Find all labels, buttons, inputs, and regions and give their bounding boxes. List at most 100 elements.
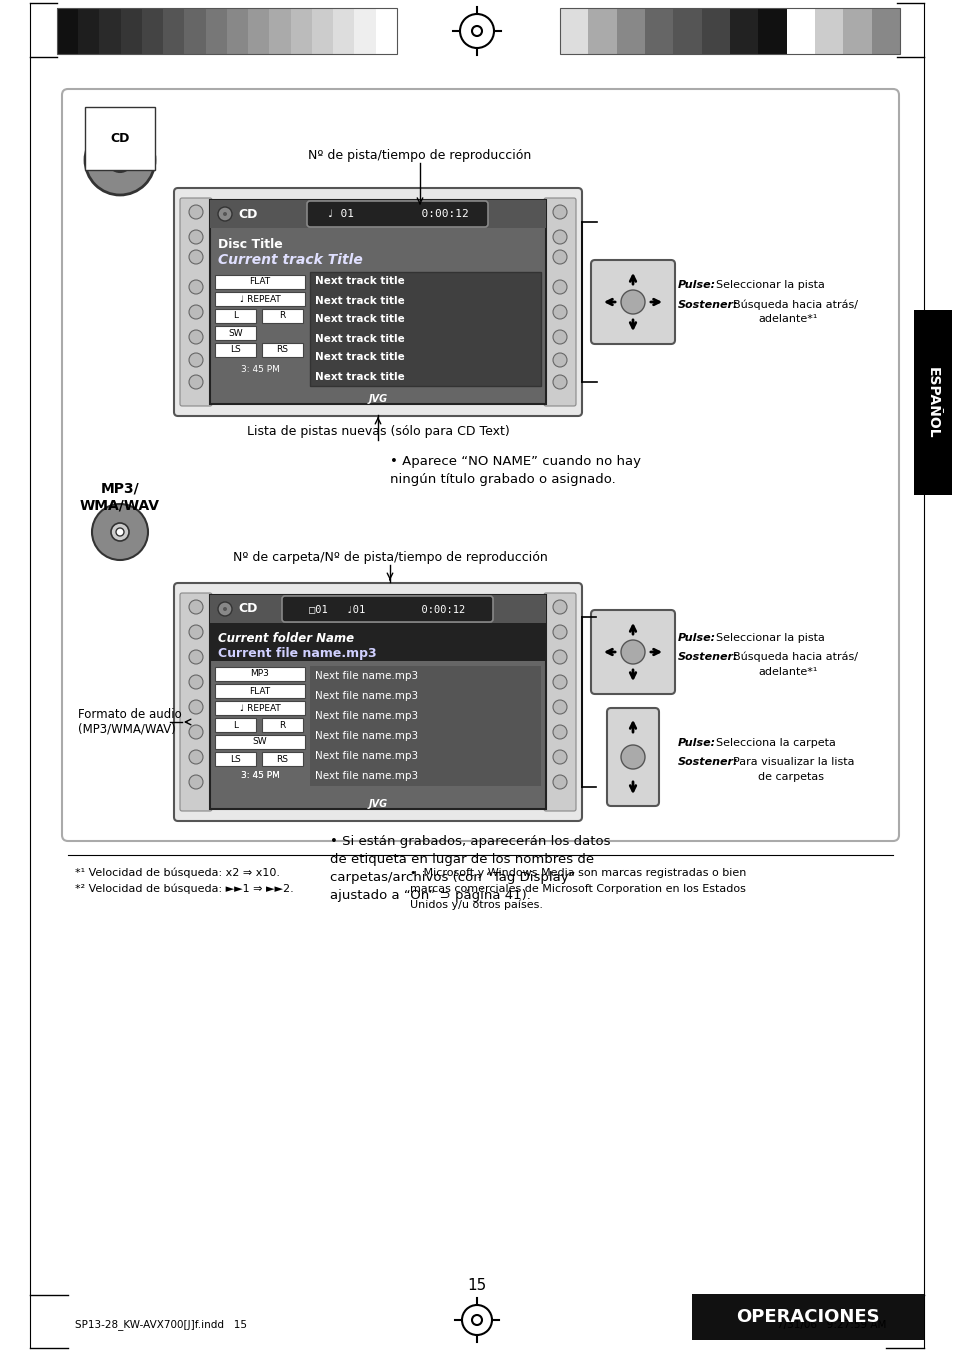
Bar	[691, 1294, 923, 1340]
Text: ♩ 01          0:00:12: ♩ 01 0:00:12	[326, 210, 468, 219]
FancyBboxPatch shape	[590, 260, 675, 343]
Text: de carpetas: de carpetas	[758, 772, 823, 781]
Text: Sostener:: Sostener:	[678, 757, 738, 767]
Bar	[758, 8, 786, 54]
Circle shape	[553, 306, 566, 319]
Bar	[262, 752, 303, 767]
Text: de etiqueta en lugar de los nombres de: de etiqueta en lugar de los nombres de	[330, 853, 594, 867]
Circle shape	[553, 775, 566, 790]
Circle shape	[189, 250, 203, 264]
Text: □01   ♩01         0:00:12: □01 ♩01 0:00:12	[309, 604, 465, 614]
Text: • Si están grabados, aparecerán los datos: • Si están grabados, aparecerán los dato…	[330, 836, 610, 849]
Text: Current folder Name: Current folder Name	[218, 631, 354, 645]
Bar	[214, 326, 255, 339]
Text: RS: RS	[276, 754, 288, 764]
Circle shape	[189, 230, 203, 243]
Bar	[210, 595, 545, 623]
Bar	[248, 8, 269, 54]
Bar	[913, 310, 951, 495]
FancyBboxPatch shape	[62, 89, 898, 841]
Text: SW: SW	[253, 737, 267, 746]
Bar	[673, 8, 700, 54]
Bar	[78, 8, 99, 54]
Text: CD: CD	[237, 207, 257, 220]
FancyBboxPatch shape	[180, 197, 212, 406]
Circle shape	[553, 700, 566, 714]
Text: 3: 45 PM: 3: 45 PM	[240, 365, 279, 375]
Bar	[729, 8, 758, 54]
Text: RS: RS	[276, 346, 288, 354]
Bar	[57, 8, 78, 54]
Text: Sostener:: Sostener:	[678, 652, 738, 662]
Text: Next track title: Next track title	[314, 372, 404, 381]
Text: OPERACIONES: OPERACIONES	[736, 1307, 879, 1326]
Circle shape	[189, 306, 203, 319]
Bar	[214, 700, 305, 715]
Bar	[616, 8, 644, 54]
Text: Pulse:: Pulse:	[678, 280, 716, 289]
Circle shape	[553, 353, 566, 366]
FancyBboxPatch shape	[543, 594, 576, 811]
Bar	[214, 343, 255, 357]
Circle shape	[553, 750, 566, 764]
Circle shape	[189, 625, 203, 639]
Text: Pulse:: Pulse:	[678, 738, 716, 748]
Text: SW: SW	[228, 329, 243, 338]
Bar	[786, 8, 814, 54]
Bar	[262, 718, 303, 731]
Text: FLAT: FLAT	[249, 687, 271, 695]
Bar	[310, 272, 540, 387]
Text: adelante*¹: adelante*¹	[758, 314, 817, 324]
Text: Búsqueda hacia atrás/: Búsqueda hacia atrás/	[732, 300, 857, 310]
Bar	[375, 8, 396, 54]
Text: L: L	[233, 311, 237, 320]
Text: R: R	[279, 721, 285, 730]
Circle shape	[189, 675, 203, 690]
Text: ♩ REPEAT: ♩ REPEAT	[239, 703, 280, 713]
Circle shape	[620, 639, 644, 664]
Text: SP13-28_KW-AVX700[J]f.indd   15: SP13-28_KW-AVX700[J]f.indd 15	[75, 1320, 247, 1330]
Text: Disc Title: Disc Title	[218, 238, 282, 250]
Text: Seleccionar la pista: Seleccionar la pista	[716, 280, 824, 289]
Text: Nº de carpeta/Nº de pista/tiempo de reproducción: Nº de carpeta/Nº de pista/tiempo de repr…	[233, 550, 547, 564]
Circle shape	[553, 600, 566, 614]
Text: adelante*¹: adelante*¹	[758, 667, 817, 677]
Bar	[214, 735, 305, 749]
Text: *² Velocidad de búsqueda: ►►1 ⇒ ►►2.: *² Velocidad de búsqueda: ►►1 ⇒ ►►2.	[75, 884, 294, 894]
Circle shape	[553, 375, 566, 389]
Bar	[142, 8, 163, 54]
Circle shape	[189, 353, 203, 366]
Bar	[262, 343, 303, 357]
Circle shape	[85, 124, 154, 195]
Bar	[312, 8, 333, 54]
Bar	[559, 8, 899, 54]
Bar	[57, 8, 396, 54]
Bar	[871, 8, 899, 54]
Bar	[814, 8, 842, 54]
Bar	[559, 8, 588, 54]
Text: CD: CD	[111, 131, 130, 145]
Circle shape	[189, 600, 203, 614]
Circle shape	[553, 625, 566, 639]
Text: Lista de pistas nuevas (sólo para CD Text): Lista de pistas nuevas (sólo para CD Tex…	[247, 426, 509, 438]
Text: Current track Title: Current track Title	[218, 253, 362, 266]
Bar	[163, 8, 184, 54]
Circle shape	[553, 650, 566, 664]
Text: Current file name.mp3: Current file name.mp3	[218, 648, 376, 661]
Circle shape	[189, 775, 203, 790]
Text: Next file name.mp3: Next file name.mp3	[314, 750, 417, 761]
Circle shape	[223, 212, 227, 216]
FancyBboxPatch shape	[590, 610, 675, 694]
Circle shape	[189, 650, 203, 664]
Bar	[214, 310, 255, 323]
Text: 7/31/06   9:27:59 AM: 7/31/06 9:27:59 AM	[776, 1320, 885, 1330]
Bar	[121, 8, 142, 54]
Text: Next file name.mp3: Next file name.mp3	[314, 671, 417, 681]
Text: 15: 15	[467, 1278, 486, 1293]
Text: FLAT: FLAT	[249, 277, 271, 287]
Text: Sostener:: Sostener:	[678, 300, 738, 310]
Circle shape	[553, 725, 566, 740]
Bar	[210, 623, 545, 661]
Text: ♩ REPEAT: ♩ REPEAT	[239, 295, 280, 303]
Text: Para visualizar la lista: Para visualizar la lista	[732, 757, 854, 767]
